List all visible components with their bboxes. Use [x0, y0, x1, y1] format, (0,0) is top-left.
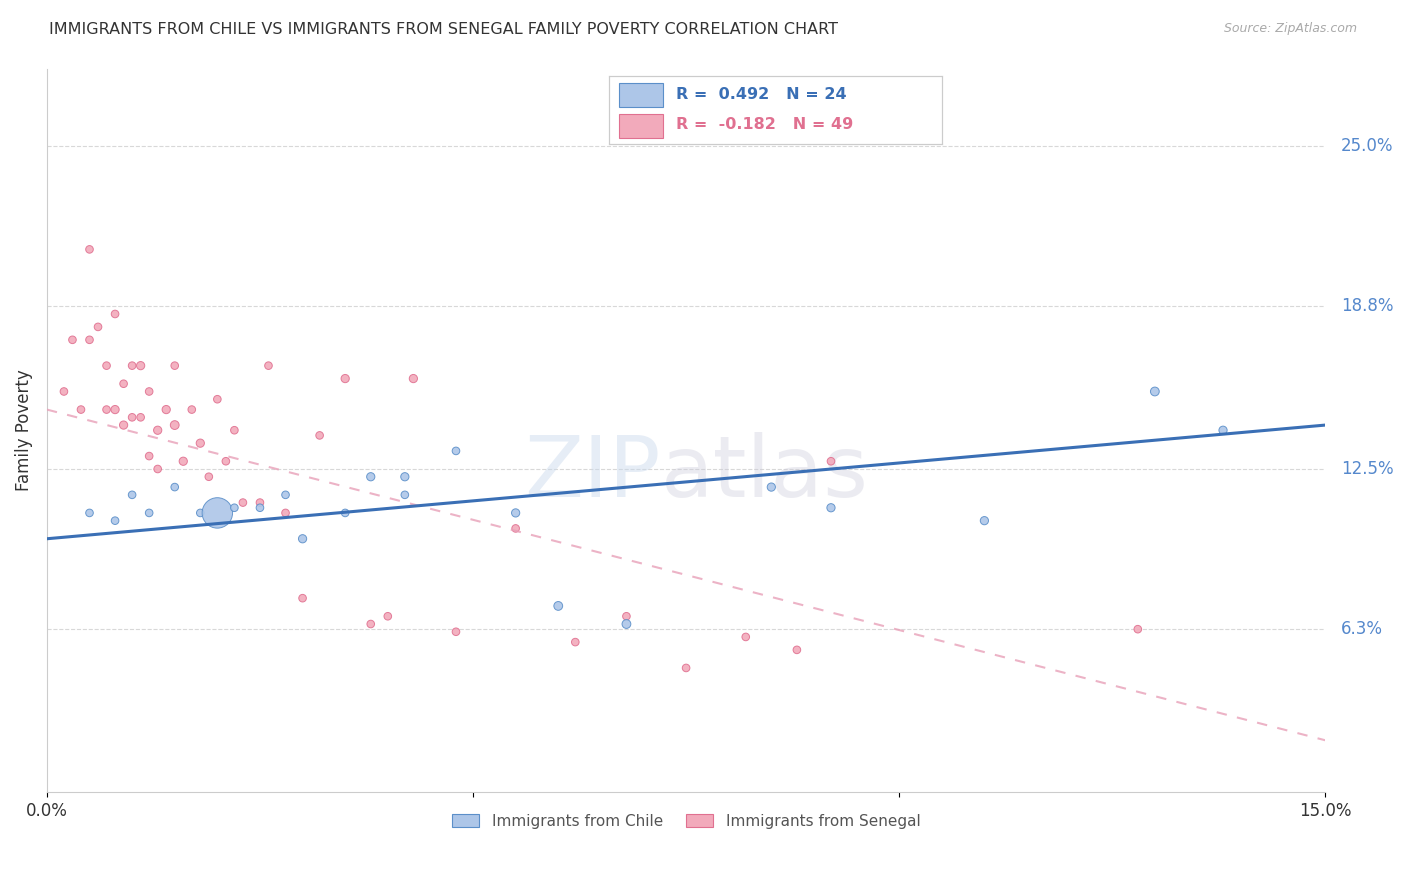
Point: [734, 630, 756, 644]
Text: 18.8%: 18.8%: [1341, 297, 1393, 315]
Point: [163, 480, 186, 494]
Point: [249, 495, 271, 509]
Point: [79, 506, 101, 520]
Point: [112, 376, 135, 391]
Point: [308, 428, 330, 442]
Point: [820, 454, 842, 468]
Point: [138, 506, 160, 520]
Text: 12.5%: 12.5%: [1341, 460, 1393, 478]
Point: [761, 480, 783, 494]
Point: [249, 500, 271, 515]
Point: [505, 506, 527, 520]
Point: [155, 402, 177, 417]
Point: [505, 521, 527, 535]
Point: [215, 454, 238, 468]
Point: [444, 444, 467, 458]
Point: [1212, 423, 1234, 437]
Point: [79, 333, 101, 347]
Y-axis label: Family Poverty: Family Poverty: [15, 369, 32, 491]
Point: [232, 495, 254, 509]
Point: [394, 469, 416, 483]
Point: [96, 402, 118, 417]
Point: [188, 436, 211, 450]
Text: ZIP: ZIP: [524, 432, 661, 516]
Point: [52, 384, 75, 399]
Point: [188, 506, 211, 520]
Point: [402, 371, 425, 385]
Point: [62, 333, 84, 347]
Point: [394, 488, 416, 502]
Point: [257, 359, 280, 373]
Legend: Immigrants from Chile, Immigrants from Senegal: Immigrants from Chile, Immigrants from S…: [446, 807, 927, 835]
Point: [129, 359, 152, 373]
Point: [112, 418, 135, 433]
Point: [564, 635, 586, 649]
Point: [146, 423, 169, 437]
Point: [377, 609, 399, 624]
Point: [172, 454, 194, 468]
Point: [96, 359, 118, 373]
Point: [207, 506, 229, 520]
Point: [973, 514, 995, 528]
Point: [335, 371, 357, 385]
Point: [198, 469, 221, 483]
Point: [138, 449, 160, 463]
Point: [675, 661, 697, 675]
Point: [547, 599, 569, 613]
Point: [224, 500, 246, 515]
Point: [79, 243, 101, 257]
Point: [138, 384, 160, 399]
Text: atlas: atlas: [661, 432, 869, 516]
Point: [121, 359, 143, 373]
Point: [274, 488, 297, 502]
Point: [104, 514, 127, 528]
Point: [820, 500, 842, 515]
Text: Source: ZipAtlas.com: Source: ZipAtlas.com: [1223, 22, 1357, 36]
Point: [360, 469, 382, 483]
Point: [87, 319, 110, 334]
Text: IMMIGRANTS FROM CHILE VS IMMIGRANTS FROM SENEGAL FAMILY POVERTY CORRELATION CHAR: IMMIGRANTS FROM CHILE VS IMMIGRANTS FROM…: [49, 22, 838, 37]
Point: [146, 462, 169, 476]
Point: [104, 402, 127, 417]
Point: [616, 617, 638, 632]
Point: [129, 410, 152, 425]
Point: [163, 418, 186, 433]
Point: [360, 617, 382, 632]
Point: [444, 624, 467, 639]
Point: [180, 402, 202, 417]
Point: [335, 506, 357, 520]
Point: [786, 643, 808, 657]
Point: [224, 423, 246, 437]
Point: [1143, 384, 1166, 399]
Point: [104, 307, 127, 321]
Text: 6.3%: 6.3%: [1341, 620, 1382, 638]
Point: [291, 591, 314, 606]
Point: [291, 532, 314, 546]
Point: [1126, 622, 1149, 636]
Point: [121, 488, 143, 502]
Text: 25.0%: 25.0%: [1341, 137, 1393, 155]
Point: [274, 506, 297, 520]
Point: [163, 359, 186, 373]
Point: [616, 609, 638, 624]
Point: [70, 402, 93, 417]
Point: [121, 410, 143, 425]
Point: [207, 392, 229, 407]
